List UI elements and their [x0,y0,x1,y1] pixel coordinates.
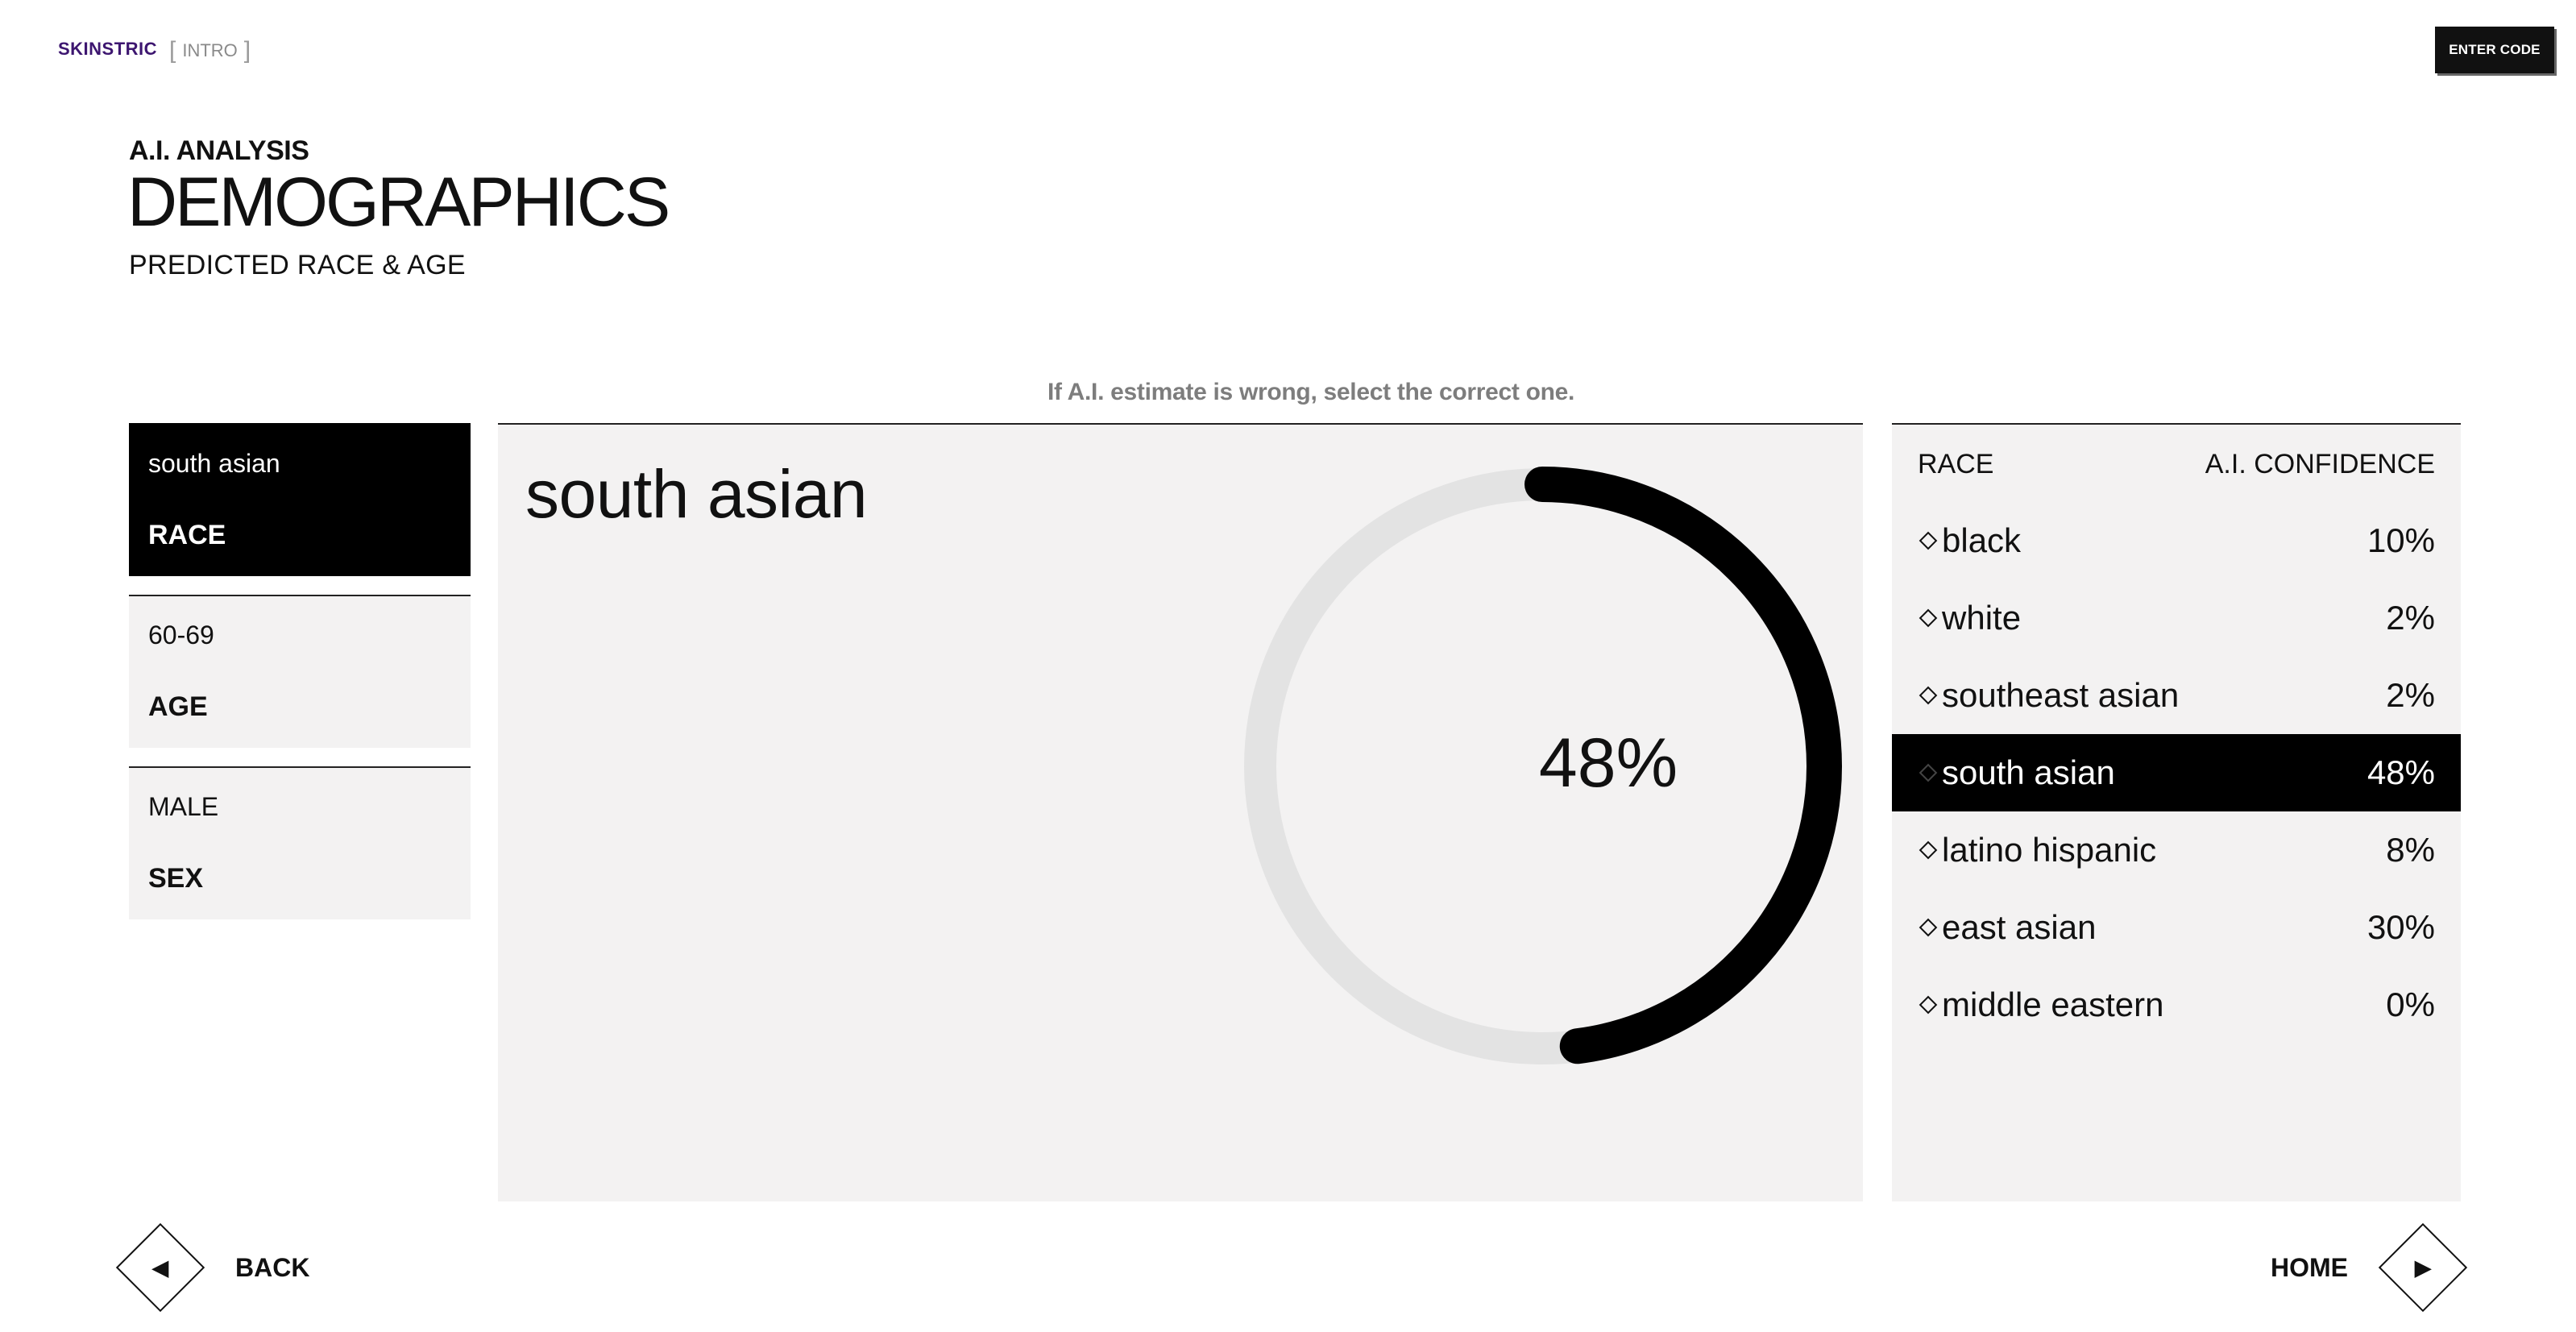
category-value: MALE [148,792,219,821]
diamond-icon [1919,995,1938,1015]
race-option-label: southeast asian [1942,676,2180,714]
confidence-row[interactable]: south asian 48% [1892,734,2461,811]
category-card-age[interactable]: 60-69 AGE [129,595,471,748]
race-option: east asian [1918,908,2096,947]
category-value: south asian [148,449,280,478]
correction-hint: If A.I. estimate is wrong, select the co… [1047,379,1575,405]
race-option: black [1918,521,2021,560]
triangle-left-icon: ◀ [152,1255,168,1280]
race-option-confidence: 2% [2386,676,2435,714]
category-label: SEX [148,863,204,894]
race-option-label: white [1942,599,2022,637]
diamond-icon [1919,686,1938,705]
page-title: DEMOGRAPHICS [127,164,670,241]
race-option-confidence: 2% [2386,599,2435,637]
breadcrumb-close-bracket: ] [243,37,251,64]
home-diamond[interactable]: ▶ [2378,1222,2468,1313]
category-label: RACE [148,520,226,550]
confidence-table-header: RACE A.I. CONFIDENCE [1918,449,2435,480]
column-header-race: RACE [1918,449,1994,479]
category-label: AGE [148,691,208,722]
diamond-icon [1919,918,1938,937]
enter-code-button[interactable]: ENTER CODE [2435,27,2554,73]
diamond-icon [1919,531,1938,550]
race-option-confidence: 0% [2386,986,2435,1023]
race-option: white [1918,599,2021,637]
confidence-row[interactable]: east asian 30% [1892,889,2461,966]
brand-logo[interactable]: SKINSTRIC [58,39,158,59]
prediction-panel: south asian 48% [498,423,1863,1201]
diamond-icon [1919,840,1938,860]
race-option-label: east asian [1942,908,2097,946]
back-button[interactable]: ◀ BACK [115,1222,310,1313]
race-option-confidence: 10% [2367,521,2435,559]
race-option-confidence: 48% [2367,753,2435,791]
diamond-icon [1919,608,1938,628]
triangle-right-icon: ▶ [2415,1255,2431,1280]
race-option: middle eastern [1918,986,2163,1024]
confidence-row[interactable]: middle eastern 0% [1892,966,2461,1044]
race-option: south asian [1918,753,2115,792]
category-value: 60-69 [148,620,214,649]
confidence-row[interactable]: white 2% [1892,579,2461,657]
category-card-race[interactable]: south asian RACE [129,423,471,576]
race-option: southeast asian [1918,676,2179,715]
confidence-row[interactable]: black 10% [1892,502,2461,579]
confidence-ring [1242,467,1842,1066]
confidence-table: RACE A.I. CONFIDENCE black 10% white 2% sout… [1892,423,2461,1201]
race-option-label: black [1942,521,2022,559]
back-label: BACK [235,1252,310,1282]
race-option-label: latino hispanic [1942,831,2157,869]
breadcrumb-open-bracket: [ [169,37,176,64]
confidence-row[interactable]: southeast asian 2% [1892,657,2461,734]
race-option: latino hispanic [1918,831,2156,869]
page-subtitle: PREDICTED RACE & AGE [129,250,466,280]
home-button[interactable]: HOME ▶ [2271,1222,2468,1313]
race-option-label: south asian [1942,753,2115,791]
confidence-ring-fill [1242,467,1842,1066]
confidence-row[interactable]: latino hispanic 8% [1892,811,2461,889]
race-option-label: middle eastern [1942,986,2164,1023]
column-header-confidence: A.I. CONFIDENCE [2205,449,2435,479]
confidence-percent: 48% [1538,724,1678,802]
diamond-icon [1919,763,1938,782]
back-diamond[interactable]: ◀ [115,1222,205,1313]
breadcrumb: [ INTRO ] [169,37,251,64]
race-option-confidence: 30% [2367,908,2435,946]
section-kicker: A.I. ANALYSIS [129,135,309,166]
breadcrumb-intro[interactable]: INTRO [182,40,238,60]
predicted-race-title: south asian [525,456,868,532]
category-card-sex[interactable]: MALE SEX [129,766,471,919]
home-label: HOME [2271,1252,2348,1282]
race-option-confidence: 8% [2386,831,2435,869]
